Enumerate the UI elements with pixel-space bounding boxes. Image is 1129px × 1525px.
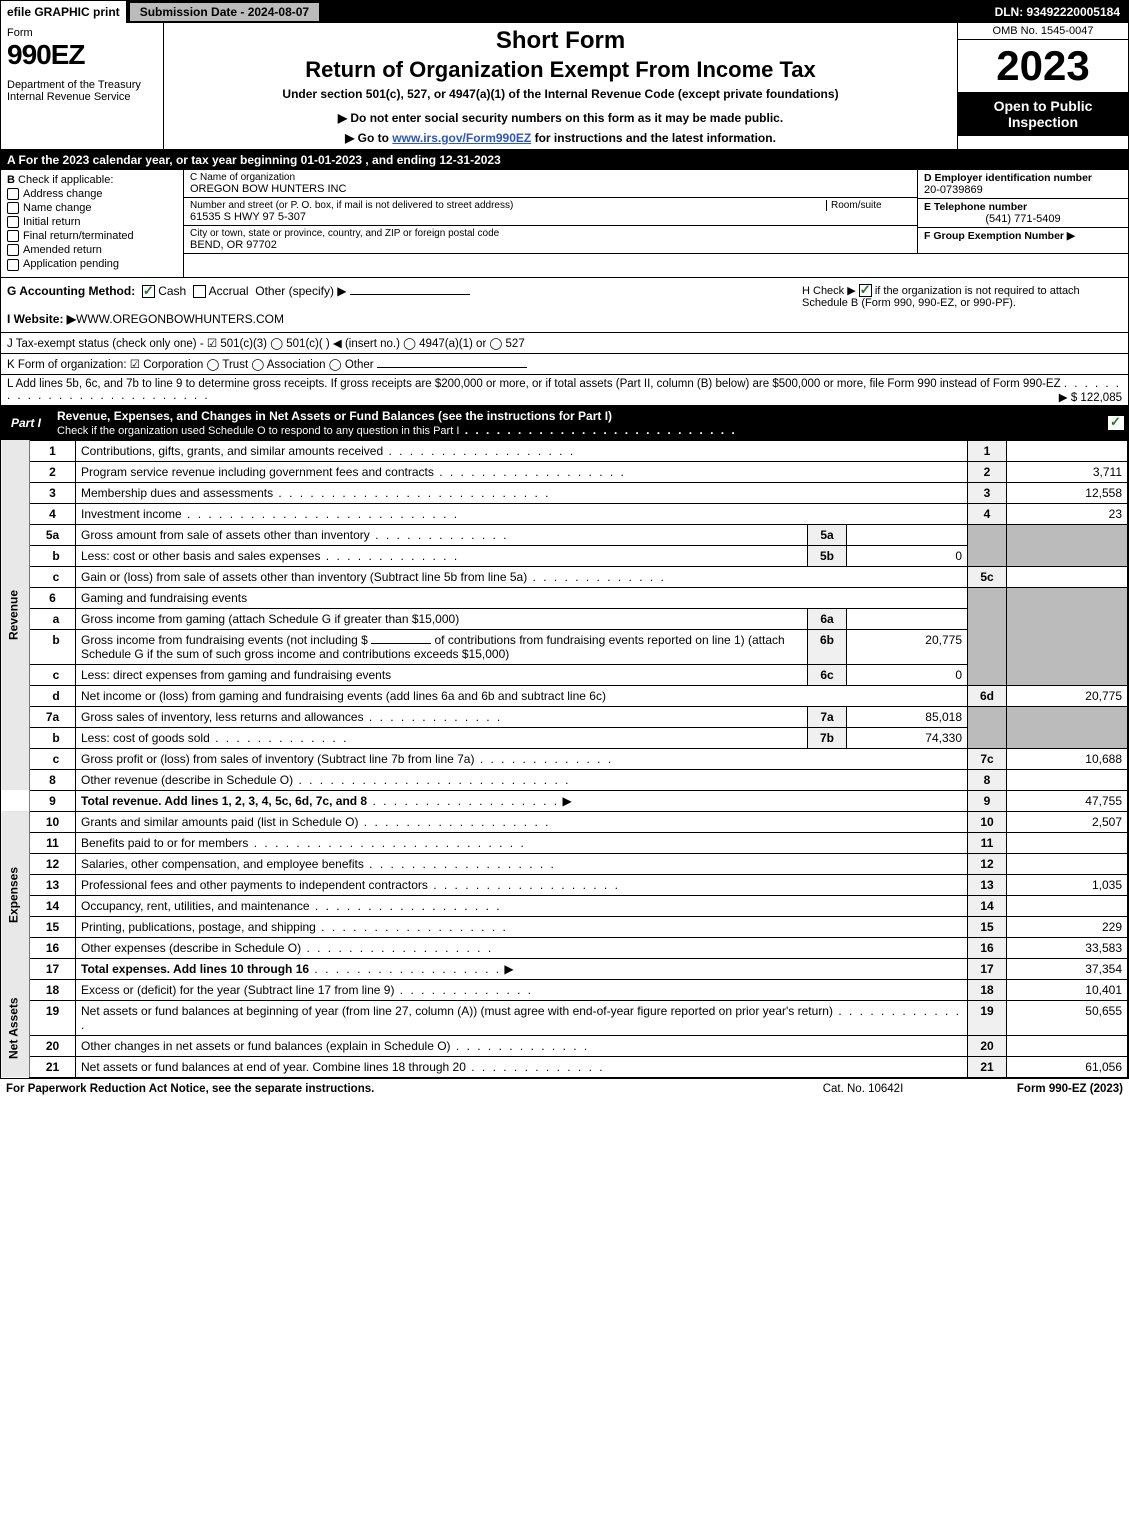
- chk-initial-return[interactable]: Initial return: [7, 216, 177, 228]
- val-16: 33,583: [1007, 937, 1128, 958]
- omb-number: OMB No. 1545-0047: [958, 23, 1128, 40]
- row-gh: G Accounting Method: Cash Accrual Other …: [1, 278, 1128, 333]
- gross-receipts: ▶ $ 122,085: [1059, 390, 1122, 404]
- col-h: H Check ▶ if the organization is not req…: [802, 284, 1122, 326]
- org-name-cell: C Name of organization OREGON BOW HUNTER…: [184, 170, 917, 197]
- form-number: 990EZ: [7, 39, 157, 71]
- chk-final-return[interactable]: Final return/terminated: [7, 230, 177, 242]
- val-6a: [847, 608, 968, 629]
- footer-left: For Paperwork Reduction Act Notice, see …: [6, 1083, 783, 1095]
- submission-date: Submission Date - 2024-08-07: [129, 2, 320, 22]
- val-4: 23: [1007, 503, 1128, 524]
- header-left: Form 990EZ Department of the Treasury In…: [1, 23, 164, 149]
- line-l: L Add lines 5b, 6c, and 7b to line 9 to …: [1, 375, 1128, 406]
- accounting-method: G Accounting Method: Cash Accrual Other …: [7, 284, 802, 298]
- val-5a: [847, 524, 968, 545]
- top-bar: efile GRAPHIC print Submission Date - 20…: [1, 1, 1128, 23]
- group-exemption-cell: F Group Exemption Number ▶: [918, 228, 1128, 244]
- line-a: A For the 2023 calendar year, or tax yea…: [1, 150, 1128, 170]
- val-17: 37,354: [1007, 958, 1128, 979]
- tax-year: 2023: [958, 40, 1128, 92]
- dln-label: DLN: 93492220005184: [987, 1, 1128, 23]
- val-20: [1007, 1035, 1128, 1056]
- ein-value: 20-0739869: [924, 184, 1122, 196]
- form-label: Form: [7, 27, 157, 39]
- main-title: Return of Organization Exempt From Incom…: [172, 57, 949, 83]
- val-18: 10,401: [1007, 979, 1128, 1000]
- val-1: [1007, 440, 1128, 461]
- header-right: OMB No. 1545-0047 2023 Open to Public In…: [957, 23, 1128, 149]
- val-6c: 0: [847, 664, 968, 685]
- part1-header: Part I Revenue, Expenses, and Changes in…: [1, 406, 1128, 440]
- goto-note: ▶ Go to www.irs.gov/Form990EZ for instru…: [172, 131, 949, 145]
- chk-address-change[interactable]: Address change: [7, 188, 177, 200]
- val-15: 229: [1007, 916, 1128, 937]
- side-netassets: Net Assets: [1, 979, 30, 1077]
- ssn-warning: ▶ Do not enter social security numbers o…: [172, 111, 949, 125]
- val-7a: 85,018: [847, 706, 968, 727]
- val-6b: 20,775: [847, 629, 968, 664]
- header-row: Form 990EZ Department of the Treasury In…: [1, 23, 1128, 150]
- val-5c: [1007, 566, 1128, 587]
- info-row: B Check if applicable: Address change Na…: [1, 170, 1128, 278]
- org-name: OREGON BOW HUNTERS INC: [190, 183, 911, 195]
- ein-cell: D Employer identification number 20-0739…: [918, 170, 1128, 199]
- side-revenue: Revenue: [1, 440, 30, 790]
- part1-tab: Part I: [1, 413, 51, 433]
- footer-right: Form 990-EZ (2023): [943, 1083, 1123, 1095]
- footer: For Paperwork Reduction Act Notice, see …: [0, 1079, 1129, 1099]
- inspection-box: Open to Public Inspection: [958, 92, 1128, 136]
- lines-table: Revenue 1 Contributions, gifts, grants, …: [1, 440, 1128, 1078]
- chk-schedule-b[interactable]: [859, 284, 872, 297]
- val-6d: 20,775: [1007, 685, 1128, 706]
- val-8: [1007, 769, 1128, 790]
- short-form-title: Short Form: [172, 27, 949, 55]
- val-3: 12,558: [1007, 482, 1128, 503]
- section-b: B Check if applicable: Address change Na…: [1, 170, 184, 277]
- street-address: 61535 S HWY 97 5-307: [190, 211, 911, 223]
- val-10: 2,507: [1007, 811, 1128, 832]
- val-13: 1,035: [1007, 874, 1128, 895]
- section-def: D Employer identification number 20-0739…: [917, 170, 1128, 253]
- val-21: 61,056: [1007, 1056, 1128, 1077]
- col-g: G Accounting Method: Cash Accrual Other …: [7, 284, 802, 326]
- val-11: [1007, 832, 1128, 853]
- val-12: [1007, 853, 1128, 874]
- line-k: K Form of organization: ☑ Corporation ◯ …: [1, 354, 1128, 375]
- efile-label: efile GRAPHIC print: [1, 1, 128, 23]
- city-cell: City or town, state or province, country…: [184, 225, 917, 253]
- chk-cash[interactable]: [142, 285, 155, 298]
- val-9: 47,755: [1007, 790, 1128, 811]
- val-14: [1007, 895, 1128, 916]
- phone-cell: E Telephone number (541) 771-5409: [918, 199, 1128, 228]
- chk-accrual[interactable]: [193, 285, 206, 298]
- val-7c: 10,688: [1007, 748, 1128, 769]
- val-5b: 0: [847, 545, 968, 566]
- chk-application-pending[interactable]: Application pending: [7, 258, 177, 270]
- city-state-zip: BEND, OR 97702: [190, 239, 911, 251]
- val-7b: 74,330: [847, 727, 968, 748]
- val-19: 50,655: [1007, 1000, 1128, 1035]
- subtitle: Under section 501(c), 527, or 4947(a)(1)…: [172, 87, 949, 101]
- street-cell: Number and street (or P. O. box, if mail…: [184, 197, 917, 225]
- irs-link[interactable]: www.irs.gov/Form990EZ: [392, 131, 531, 145]
- line-j: J Tax-exempt status (check only one) - ☑…: [1, 333, 1128, 354]
- side-expenses: Expenses: [1, 811, 30, 979]
- section-cdef: C Name of organization OREGON BOW HUNTER…: [184, 170, 1128, 277]
- irs-label: Internal Revenue Service: [7, 91, 157, 103]
- chk-amended-return[interactable]: Amended return: [7, 244, 177, 256]
- header-mid: Short Form Return of Organization Exempt…: [164, 23, 957, 149]
- phone-value: (541) 771-5409: [924, 213, 1122, 225]
- part1-schedule-o-check[interactable]: [1108, 416, 1124, 430]
- val-2: 3,711: [1007, 461, 1128, 482]
- website-link[interactable]: WWW.OREGONBOWHUNTERS.COM: [76, 312, 284, 326]
- footer-mid: Cat. No. 10642I: [783, 1083, 943, 1095]
- dept-treasury: Department of the Treasury: [7, 79, 157, 91]
- chk-name-change[interactable]: Name change: [7, 202, 177, 214]
- website-line: I Website: ▶WWW.OREGONBOWHUNTERS.COM: [7, 312, 802, 326]
- form-container: efile GRAPHIC print Submission Date - 20…: [0, 0, 1129, 1079]
